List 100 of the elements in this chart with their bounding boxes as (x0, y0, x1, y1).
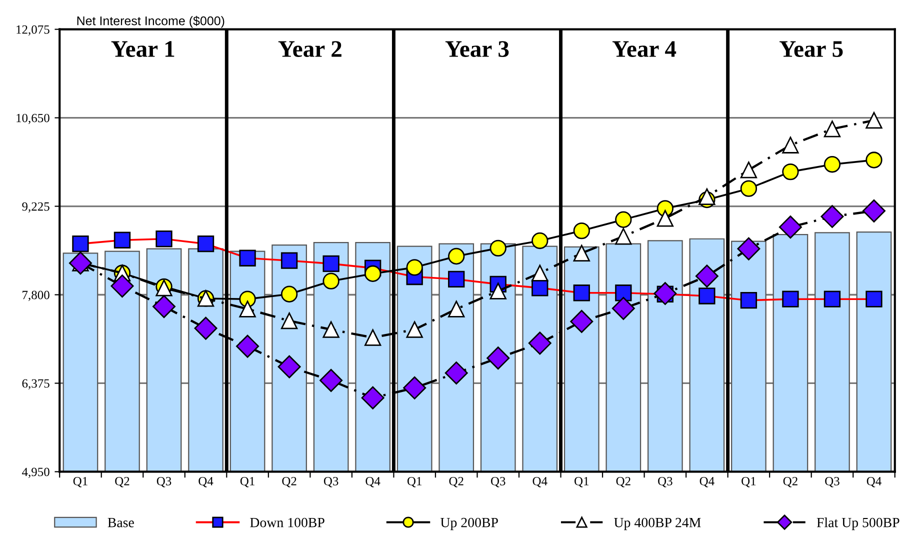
point (448, 270, 465, 288)
point (862, 199, 886, 222)
y-tick-label: 10,650 (16, 114, 50, 124)
point (239, 250, 256, 266)
annotation: Year 2 (278, 41, 342, 57)
annotation: Year 1 (111, 41, 174, 57)
x-tick-label: Q2 (616, 476, 630, 488)
point (532, 232, 548, 250)
y-tick-label: 7,800 (22, 290, 50, 302)
x-tick-label: Q4 (866, 476, 882, 488)
chart-title: Net Interest Income ($000) (77, 16, 224, 28)
point (486, 346, 510, 370)
point (824, 290, 841, 308)
annotation: Year 5 (780, 41, 843, 57)
point (528, 332, 552, 355)
point (361, 386, 384, 410)
y-tick-label: 6,375 (22, 379, 50, 390)
point (364, 265, 382, 282)
x-tick-label: Q1 (407, 476, 422, 488)
point (778, 216, 802, 239)
point (573, 222, 590, 240)
point (406, 321, 423, 338)
x-tick-label: Q1 (574, 476, 589, 488)
legend-label: Base (108, 518, 134, 528)
point (280, 312, 298, 330)
point (194, 316, 218, 340)
point (444, 361, 468, 384)
point (236, 334, 260, 358)
point (110, 274, 134, 298)
point (866, 152, 882, 168)
annotation: Year 4 (612, 41, 676, 57)
x-tick-label: Q3 (825, 476, 840, 488)
point (782, 290, 799, 308)
point (615, 211, 632, 228)
point (197, 236, 214, 252)
point (278, 355, 301, 378)
point (448, 248, 465, 265)
x-tick-label: Q3 (324, 476, 338, 488)
legend-label: Up 400BP 24M (614, 518, 701, 530)
point (573, 284, 590, 302)
point (532, 280, 548, 296)
point (239, 300, 256, 318)
x-tick-label: Q1 (240, 476, 254, 488)
x-tick-label: Q4 (198, 476, 214, 488)
point (698, 288, 716, 304)
x-tick-label: Q2 (783, 476, 798, 488)
point (322, 321, 340, 338)
annotation: Year 3 (445, 41, 509, 57)
point (824, 120, 841, 138)
x-tick-label: Q2 (282, 476, 296, 488)
point (866, 290, 882, 308)
point (570, 310, 594, 333)
point (820, 205, 844, 228)
point (824, 156, 841, 173)
point (532, 264, 548, 282)
point (152, 295, 176, 318)
point (364, 329, 382, 346)
y-tick-label: 9,225 (22, 202, 50, 213)
point (698, 188, 716, 205)
point (612, 296, 635, 320)
x-tick-label: Q2 (449, 476, 464, 488)
point (280, 252, 298, 269)
point (654, 282, 677, 306)
legend-label: Flat Up 500BP (816, 517, 900, 530)
x-tick-label: Q1 (73, 476, 88, 488)
x-tick-label: Q4 (700, 476, 714, 488)
point (740, 162, 758, 178)
point (403, 376, 426, 400)
y-tick-label: 4,950 (22, 468, 50, 478)
point (740, 180, 758, 197)
point (615, 284, 632, 302)
point (615, 228, 632, 245)
point (322, 272, 340, 290)
point (737, 237, 760, 260)
point (490, 240, 506, 257)
point (322, 255, 340, 272)
point (72, 236, 89, 252)
point (280, 286, 298, 302)
point (866, 112, 882, 129)
point (406, 259, 423, 276)
point (740, 292, 758, 309)
x-tick-label: Q2 (115, 476, 130, 488)
legend-label: Up 200BP (440, 518, 498, 530)
x-tick-label: Q1 (742, 476, 756, 488)
x-tick-label: Q4 (366, 476, 380, 488)
x-tick-label: Q4 (532, 476, 548, 488)
point (656, 210, 674, 227)
point (448, 300, 465, 318)
point (156, 230, 172, 248)
legend-label: Down 100BP (250, 518, 324, 528)
point (695, 264, 718, 288)
point (782, 163, 799, 180)
x-tick-label: Q3 (156, 476, 172, 488)
point (114, 232, 131, 248)
point (68, 252, 92, 275)
point (320, 368, 343, 392)
point (573, 244, 590, 262)
x-tick-label: Q3 (658, 476, 672, 488)
point (490, 282, 506, 300)
x-tick-label: Q3 (490, 476, 506, 488)
